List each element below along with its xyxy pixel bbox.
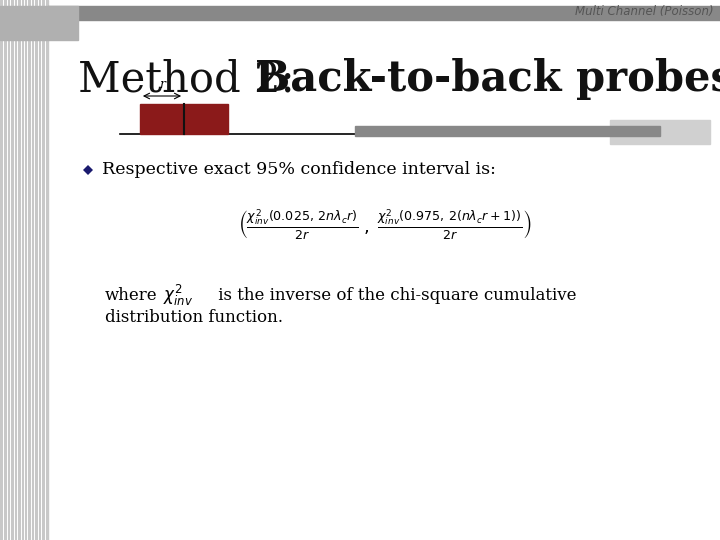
Text: where: where [105, 287, 158, 303]
Text: r: r [159, 78, 165, 91]
Text: Respective exact 95% confidence interval is:: Respective exact 95% confidence interval… [102, 161, 496, 179]
Text: Multi Channel (Poisson): Multi Channel (Poisson) [575, 5, 714, 18]
Text: is the inverse of the chi-square cumulative: is the inverse of the chi-square cumulat… [213, 287, 577, 303]
Text: Back-to-back probes: Back-to-back probes [255, 58, 720, 100]
Bar [184, 104, 228, 134]
Text: Method 2:: Method 2: [78, 58, 308, 100]
Bar [48, 6, 720, 20]
Text: $\chi^2_{inv}$: $\chi^2_{inv}$ [163, 282, 193, 308]
Bar [0, 0, 48, 540]
Text: distribution function.: distribution function. [105, 308, 283, 326]
Bar [140, 104, 184, 134]
Bar [610, 120, 710, 144]
Text: $\left( \frac{\chi^2_{inv}(0.025,\, 2n\lambda_c r)}{2r}\;,\; \frac{\chi^2_{inv}(: $\left( \frac{\chi^2_{inv}(0.025,\, 2n\l… [238, 207, 532, 242]
Bar [0, 6, 78, 40]
Bar [355, 126, 660, 136]
